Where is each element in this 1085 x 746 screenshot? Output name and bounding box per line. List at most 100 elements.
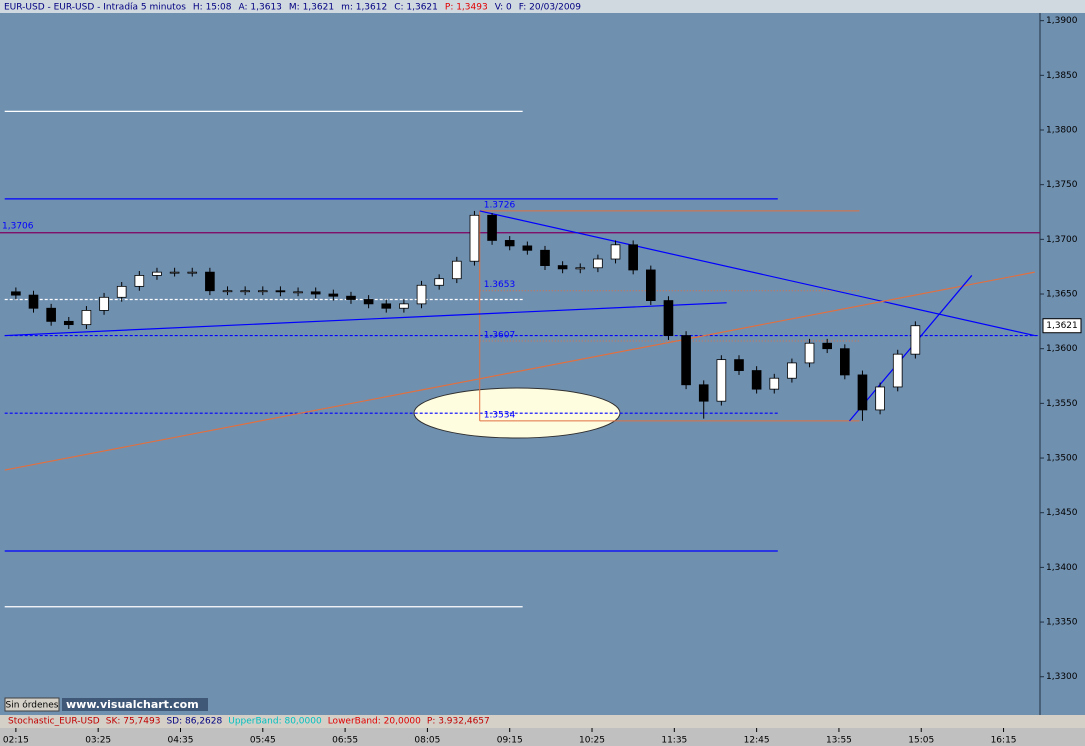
- x-tick-label: 08:05: [414, 736, 440, 746]
- header-field: P: 1,3493: [445, 3, 488, 13]
- plot-area: [0, 13, 1040, 715]
- candle-body: [857, 374, 868, 411]
- indicator-field: SD: 86,2628: [166, 717, 222, 727]
- trendline: [4, 271, 1035, 471]
- x-tick-label: 15:05: [908, 736, 934, 746]
- candle-body: [205, 271, 215, 292]
- x-tick-label: 03:25: [85, 736, 111, 746]
- candle-body: [557, 265, 568, 270]
- candle-body: [222, 290, 233, 293]
- candle-body: [698, 384, 709, 402]
- candle-body: [81, 310, 92, 326]
- y-tick-label: 1,3600: [1046, 344, 1078, 354]
- orders-button-label[interactable]: Sin órdenes: [5, 700, 58, 711]
- last-price-box: [1042, 318, 1082, 334]
- candle-body: [328, 293, 339, 297]
- x-tick-label: 16:15: [991, 736, 1017, 746]
- y-tick-label: 1,3650: [1046, 290, 1078, 300]
- candle-body: [628, 244, 638, 271]
- x-tick-label: 13:55: [826, 736, 852, 746]
- y-tick-label: 1,3450: [1046, 508, 1078, 518]
- candle-body: [469, 214, 480, 262]
- candle-body: [522, 245, 533, 251]
- candle-body: [134, 275, 145, 287]
- candle-body: [875, 386, 885, 411]
- level-label: 1,3706: [2, 221, 34, 231]
- logo-bg: [62, 698, 208, 711]
- header-field: H: 15:08: [193, 3, 232, 13]
- y-tick-label: 1,3700: [1046, 235, 1078, 245]
- indicator-field: P: 3.932,4657: [427, 717, 490, 727]
- candle-body: [540, 249, 550, 266]
- header-field: C: 1,3621: [394, 3, 438, 13]
- candle-body: [487, 214, 497, 241]
- header-bar: [0, 0, 1085, 13]
- y-tick-label: 1,3750: [1046, 180, 1078, 190]
- candle-body: [840, 348, 850, 376]
- x-tick-label: 02:15: [3, 736, 29, 746]
- y-tick-label: 1,3500: [1046, 454, 1078, 464]
- candle-body: [275, 290, 286, 293]
- y-tick-label: 1,3850: [1046, 71, 1078, 81]
- x-tick-label: 11:35: [661, 736, 687, 746]
- candle-body: [346, 295, 356, 300]
- trendline: [479, 210, 1035, 337]
- indicator-field: LowerBand: 20,0000: [328, 717, 421, 727]
- candle-body: [645, 269, 656, 301]
- fib-label: 1.3653: [484, 280, 515, 290]
- candle-body: [187, 271, 198, 274]
- header-field: EUR-USD - EUR-USD - Intradía 5 minutos: [4, 3, 186, 13]
- header-field: m: 1,3612: [341, 3, 387, 13]
- candle-body: [751, 370, 762, 390]
- candle-body: [257, 290, 268, 293]
- fib-label: 1.3726: [484, 200, 516, 210]
- x-tick-label: 10:25: [579, 736, 605, 746]
- candle-body: [240, 290, 250, 293]
- y-axis-area: [1040, 13, 1085, 715]
- candle-body: [787, 362, 797, 379]
- fib-label: 1.3534: [484, 410, 516, 420]
- header-field: M: 1,3621: [289, 3, 334, 13]
- indicator-field: UpperBand: 80,0000: [228, 717, 322, 727]
- candle-body: [769, 377, 780, 390]
- x-tick-label: 12:45: [744, 736, 770, 746]
- orders-button[interactable]: [4, 697, 60, 712]
- last-price-label: 1,3621: [1046, 321, 1078, 331]
- header-field: V: 0: [495, 3, 512, 13]
- layer: 1,3706 1.3726 1.3653 1.3607 1.3534: [0, 110, 1040, 608]
- candle-body: [892, 353, 903, 388]
- y-tick-label: 1,3350: [1046, 618, 1078, 628]
- x-tick-label: 04:35: [168, 736, 194, 746]
- candle-body: [504, 240, 515, 247]
- candle-body: [681, 335, 691, 386]
- candle-body: [716, 359, 727, 402]
- candle-body: [381, 303, 392, 309]
- x-tick-label: 05:45: [250, 736, 276, 746]
- candle-body: [63, 320, 74, 326]
- indicator-bar: [0, 715, 1085, 728]
- logo: www.visualchart.com: [66, 698, 199, 711]
- y-tick-label: 1,3800: [1046, 126, 1078, 136]
- trendline: [4, 302, 727, 337]
- candle-body: [293, 291, 303, 294]
- candle-body: [169, 271, 180, 274]
- candle-body: [575, 267, 586, 270]
- x-axis-area: [0, 728, 1085, 746]
- candle-body: [310, 291, 321, 295]
- candle-body: [910, 325, 921, 355]
- candle-body: [610, 244, 621, 260]
- candle-body: [451, 260, 462, 280]
- candle-body: [152, 271, 162, 276]
- candle-body: [28, 294, 39, 309]
- y-tick-label: 1,3900: [1046, 16, 1078, 26]
- header-field: F: 20/03/2009: [519, 3, 582, 13]
- candle-body: [116, 285, 127, 298]
- fib-label: 1.3607: [484, 331, 515, 341]
- candle-body: [734, 359, 744, 371]
- indicator-field: Stochastic_EUR-USD: [8, 717, 100, 727]
- candle-body: [46, 307, 56, 322]
- candle-body: [363, 299, 374, 305]
- candle-body: [11, 291, 21, 296]
